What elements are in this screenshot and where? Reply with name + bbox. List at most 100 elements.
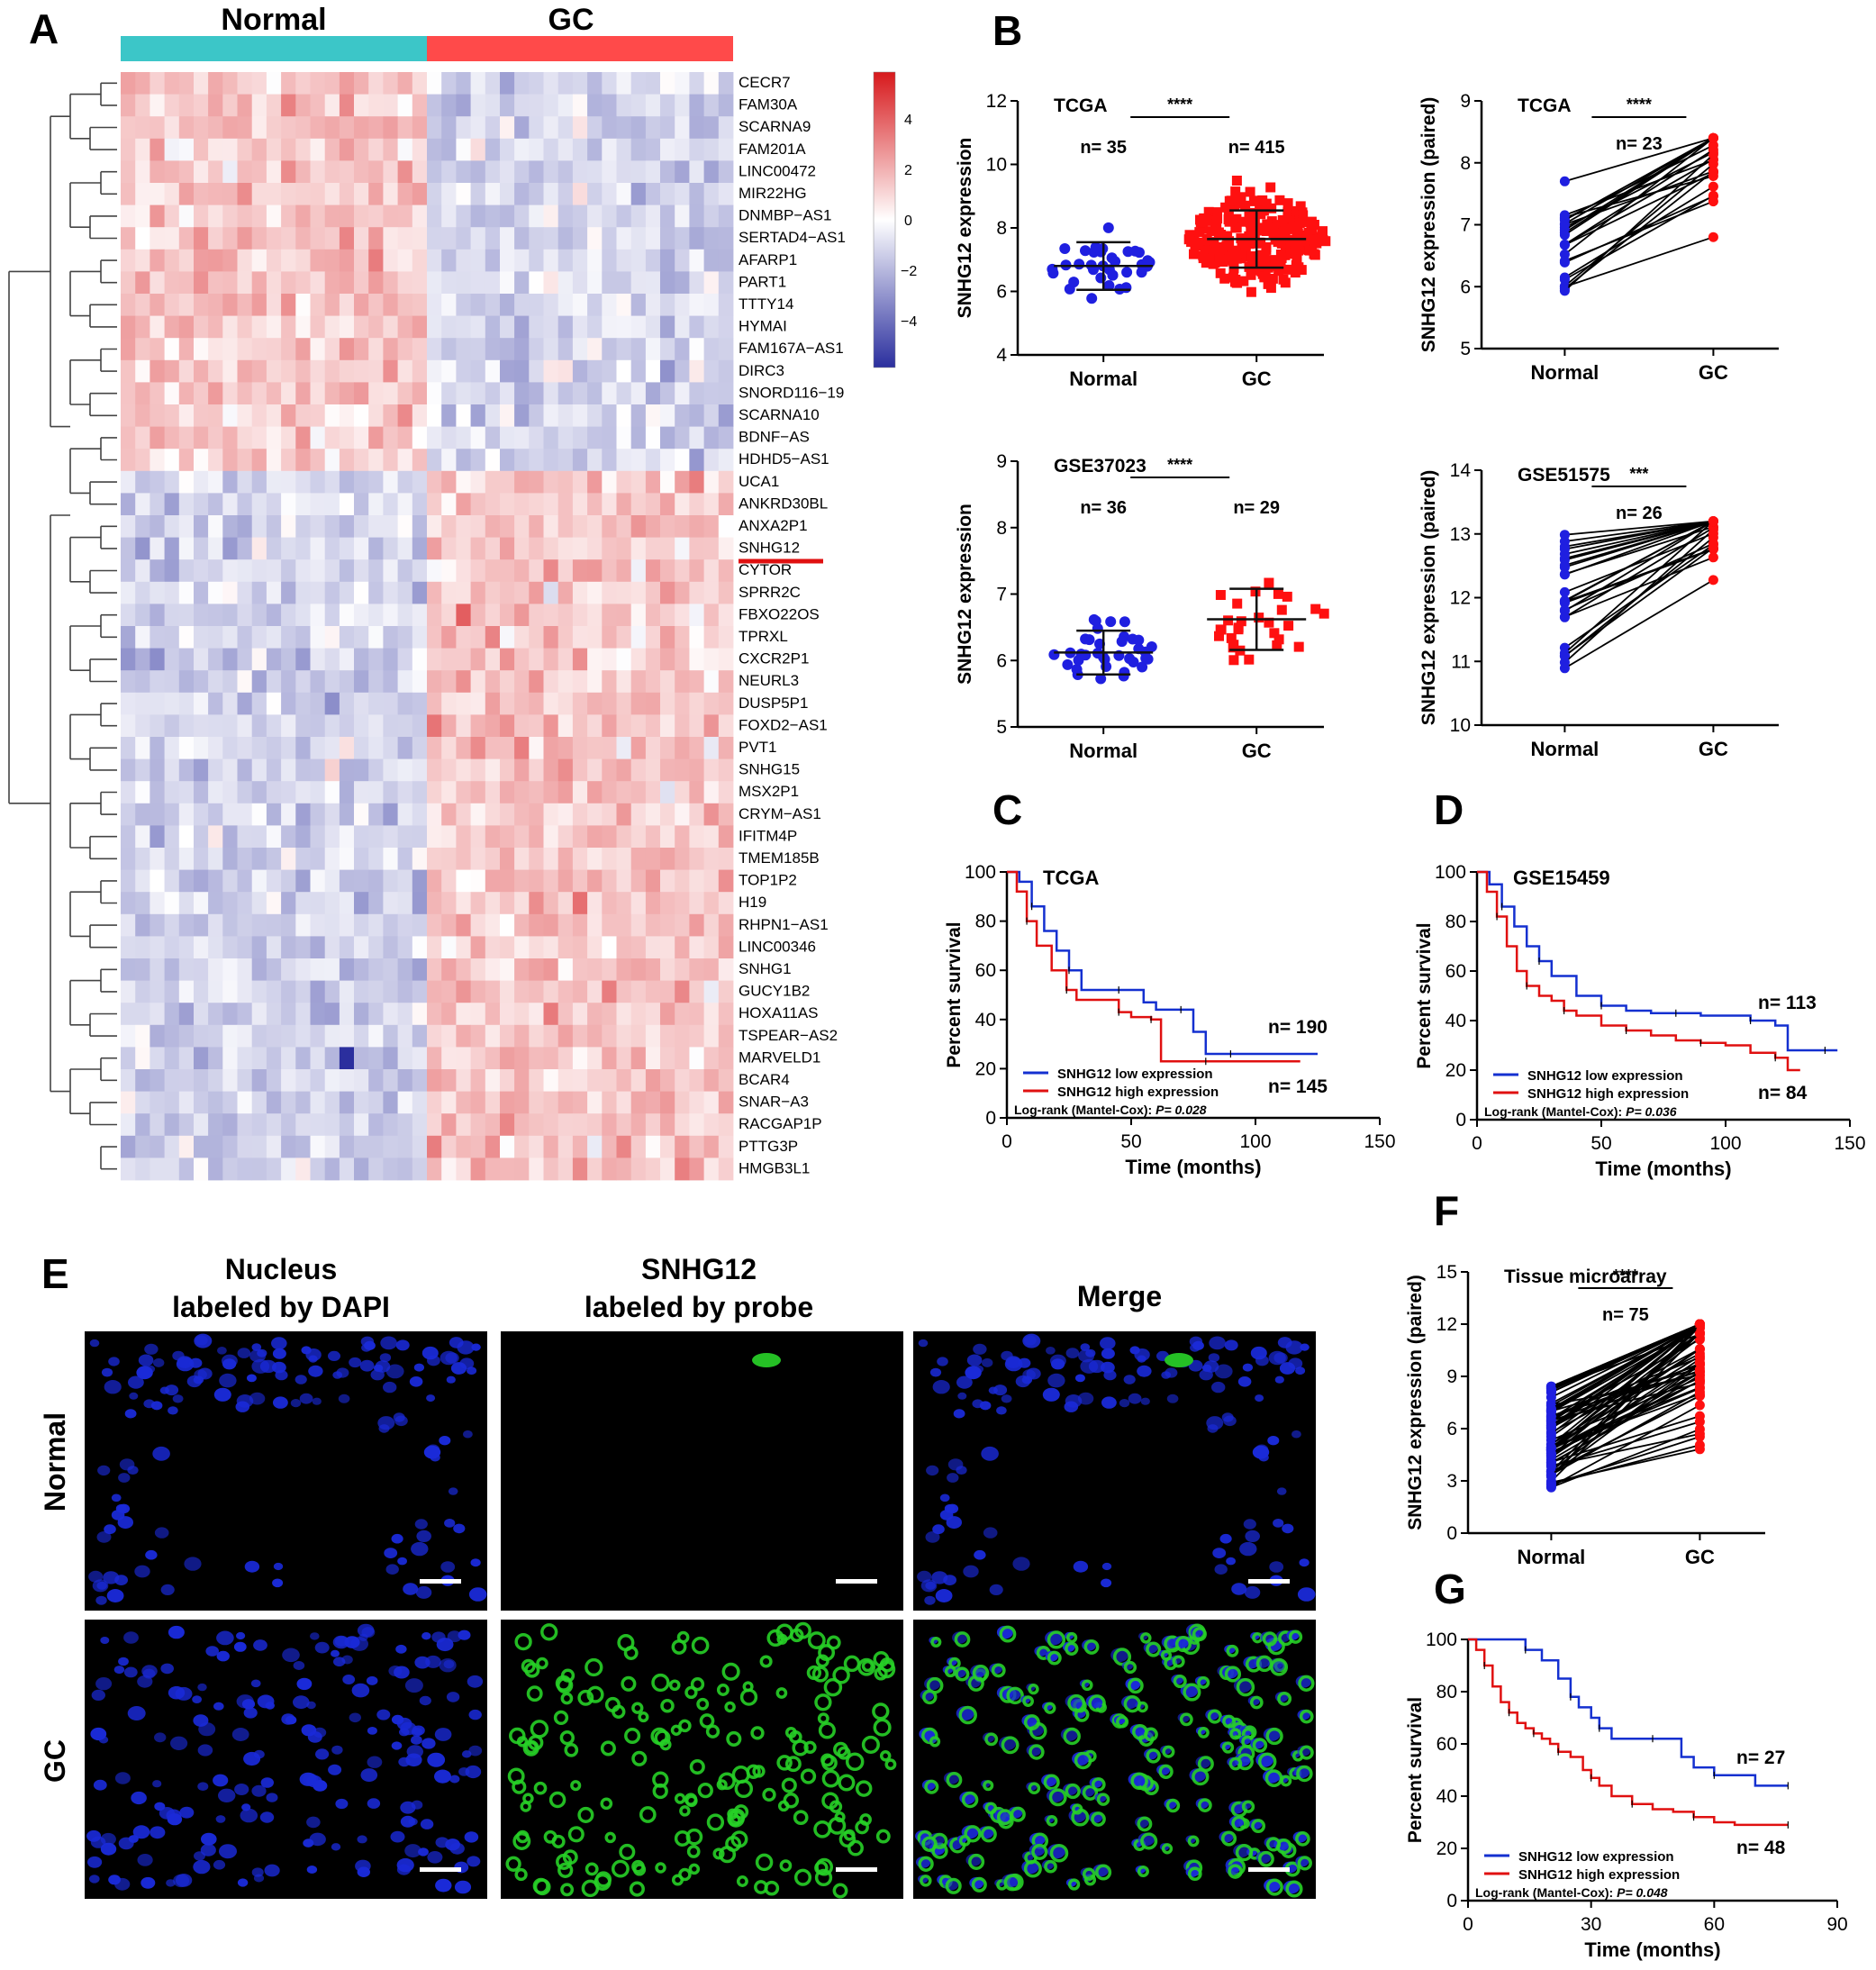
nucleus (431, 1631, 446, 1643)
nucleus (435, 1837, 449, 1848)
nucleus (1085, 1348, 1096, 1357)
heatmap-cell (660, 138, 675, 161)
heatmap-cell (587, 869, 603, 893)
heatmap-cell (718, 138, 734, 161)
heatmap-cell (121, 294, 136, 316)
heatmap-cell (266, 648, 282, 671)
heatmap-cell (222, 359, 238, 383)
heatmap-cell (178, 1003, 195, 1026)
heatmap-cell (514, 315, 530, 339)
nucleus (243, 1707, 258, 1719)
heatmap-cell (543, 1157, 559, 1181)
heatmap-cell (572, 338, 588, 361)
nucleus (1242, 1363, 1253, 1372)
heatmap-cell (208, 825, 223, 849)
heatmap-cell (295, 94, 311, 117)
heatmap-cell (703, 936, 720, 959)
survival-curve (1477, 870, 1838, 1052)
heatmap-cell (135, 338, 150, 361)
heatmap-cell (587, 848, 603, 870)
nucleus (420, 1819, 434, 1829)
heatmap-cell (237, 537, 253, 560)
heatmap-cell (135, 648, 150, 671)
heatmap-cell (470, 160, 486, 184)
heatmap-cell (354, 138, 369, 161)
nucleus (1245, 1530, 1260, 1542)
nucleus (448, 1487, 458, 1495)
heatmap-cell (266, 980, 282, 1003)
probe-signal (764, 1880, 780, 1896)
heatmap-cell (164, 559, 180, 583)
heatmap-cell (529, 913, 544, 937)
heatmap-cell (135, 825, 150, 849)
probe-signal (1255, 1655, 1273, 1673)
dendrogram-link (69, 270, 101, 317)
heatmap-cell (208, 404, 223, 427)
y-tick-label: 6 (1460, 277, 1471, 297)
heatmap-cell (164, 958, 180, 981)
heatmap-cell (412, 980, 428, 1003)
heatmap-cell (368, 426, 384, 449)
nucleus (271, 1337, 287, 1350)
y-axis-label: SNHG12 expression (955, 504, 975, 685)
scale-bar (836, 1867, 877, 1872)
heatmap-cell (397, 758, 413, 782)
heatmap-cell (237, 271, 253, 295)
heatmap-cell (572, 604, 588, 627)
nucleus (435, 1878, 452, 1893)
heatmap-cell (514, 913, 530, 937)
heatmap-cell (500, 449, 515, 472)
heatmap-cell (529, 559, 544, 583)
nucleus (219, 1844, 237, 1859)
heatmap-cell (675, 515, 690, 538)
legend-tick: −4 (901, 314, 917, 330)
data-point (1228, 640, 1239, 650)
heatmap-cell (295, 936, 311, 959)
heatmap-cell (310, 825, 326, 849)
heatmap-cell (354, 648, 369, 671)
y-tick-label: 11 (1451, 651, 1471, 672)
heatmap-cell (178, 204, 195, 228)
probe-signal (512, 1779, 527, 1794)
gene-label: FAM30A (739, 96, 798, 113)
heatmap-cell (324, 581, 340, 604)
pair-line (1563, 195, 1714, 281)
heatmap-cell (718, 913, 734, 937)
heatmap-cell (121, 781, 136, 804)
gene-label: FAM201A (739, 141, 806, 158)
heatmap-cell (194, 848, 209, 870)
heatmap-cell (500, 892, 515, 915)
heatmap-cell (500, 359, 515, 383)
heatmap-cell (500, 692, 515, 715)
heatmap-cell (514, 758, 530, 782)
gene-label: PART1 (739, 273, 786, 290)
heatmap-cell (557, 803, 574, 826)
heatmap-cell (383, 913, 398, 937)
heatmap-cell (557, 183, 574, 205)
probe-signal (815, 1654, 829, 1668)
heatmap-cell (572, 825, 588, 849)
heatmap-cell (675, 1024, 690, 1048)
probe-signal (832, 1666, 850, 1684)
heatmap-cell (281, 359, 296, 383)
n-label: n= 27 (1736, 1748, 1785, 1768)
heatmap-cell (456, 94, 471, 117)
heatmap-cell (587, 1047, 603, 1070)
heatmap-cell (135, 848, 150, 870)
heatmap-cell (339, 648, 355, 671)
heatmap-cell (557, 758, 574, 782)
heatmap-cell (660, 781, 675, 804)
heatmap-cell (441, 714, 457, 738)
data-point (1240, 200, 1251, 211)
heatmap-cell (441, 138, 457, 161)
probe-signal (1174, 1636, 1192, 1653)
heatmap-cell (281, 980, 296, 1003)
heatmap-cell (557, 359, 574, 383)
nucleus (301, 1724, 317, 1737)
heatmap-cell (178, 116, 195, 140)
heatmap-cell (310, 493, 326, 516)
heatmap-cell (354, 359, 369, 383)
gene-label: FBXO22OS (739, 605, 820, 622)
heatmap-cell (703, 138, 720, 161)
nucleus (251, 1867, 264, 1877)
